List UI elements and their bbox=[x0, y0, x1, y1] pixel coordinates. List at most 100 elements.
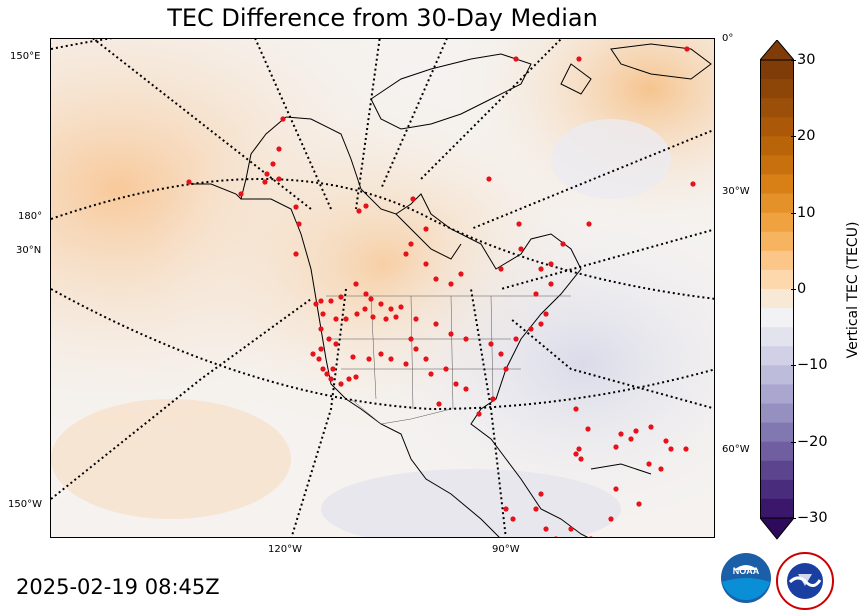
station-marker bbox=[338, 294, 344, 300]
colorbar-tick-label: −20 bbox=[791, 433, 828, 450]
colorbar-bin bbox=[760, 155, 794, 175]
colorbar-bin bbox=[760, 327, 794, 347]
station-marker bbox=[486, 176, 492, 182]
state-line bbox=[370, 295, 377, 400]
station-marker bbox=[586, 221, 592, 227]
station-marker bbox=[573, 451, 579, 457]
station-marker bbox=[296, 221, 302, 227]
station-marker bbox=[413, 346, 419, 352]
label-180: 180° bbox=[18, 211, 43, 222]
colorbar-bin bbox=[760, 98, 794, 118]
state-line bbox=[410, 295, 414, 410]
station-marker bbox=[366, 356, 372, 362]
graticule-meridian bbox=[500, 228, 714, 290]
coastline-alaska-peninsula bbox=[191, 183, 242, 200]
station-marker bbox=[684, 46, 690, 52]
colorbar-bin bbox=[760, 60, 794, 80]
station-marker bbox=[548, 281, 554, 287]
colorbar-tick-label: 30 bbox=[790, 52, 816, 68]
station-marker bbox=[428, 371, 434, 377]
tec-positive-anomaly-pacific bbox=[51, 399, 291, 519]
tec-negative-anomaly-south bbox=[321, 469, 621, 537]
station-marker bbox=[343, 316, 349, 322]
station-marker bbox=[513, 336, 519, 342]
colorbar-label: Vertical TEC (TECU) bbox=[845, 221, 861, 359]
colorbar-bin bbox=[760, 289, 794, 309]
station-marker bbox=[560, 241, 566, 247]
station-marker bbox=[538, 266, 544, 272]
station-marker bbox=[318, 326, 324, 332]
station-marker bbox=[516, 221, 522, 227]
label-90w: 90°W bbox=[492, 544, 520, 555]
station-marker bbox=[280, 116, 286, 122]
graticule-meridian bbox=[420, 39, 563, 180]
station-marker bbox=[448, 281, 454, 287]
station-marker bbox=[270, 161, 276, 167]
station-marker bbox=[423, 261, 429, 267]
colorbar-extend-max bbox=[758, 39, 796, 61]
colorbar-bin bbox=[760, 403, 794, 424]
station-marker bbox=[398, 304, 404, 310]
station-marker bbox=[578, 456, 584, 462]
map-panel[interactable] bbox=[50, 38, 715, 538]
station-marker bbox=[618, 431, 624, 437]
station-marker bbox=[363, 291, 369, 297]
station-marker bbox=[538, 321, 544, 327]
station-marker bbox=[648, 424, 654, 430]
station-marker bbox=[318, 298, 324, 304]
station-marker bbox=[393, 314, 399, 320]
colorbar-bin bbox=[760, 212, 794, 233]
coastline-greenland bbox=[610, 43, 712, 80]
graticule-meridian bbox=[92, 39, 312, 210]
colorbar-bin bbox=[760, 231, 794, 252]
station-marker bbox=[548, 261, 554, 267]
station-marker bbox=[413, 316, 419, 322]
colorbar-bin bbox=[760, 117, 794, 137]
station-marker bbox=[543, 311, 549, 317]
state-line bbox=[450, 295, 454, 410]
station-marker bbox=[538, 491, 544, 497]
station-marker bbox=[476, 411, 482, 417]
station-marker bbox=[350, 354, 356, 360]
station-marker bbox=[238, 191, 244, 197]
station-marker bbox=[324, 371, 330, 377]
station-marker bbox=[463, 386, 469, 392]
station-marker bbox=[318, 346, 324, 352]
station-marker bbox=[362, 306, 368, 312]
colorbar-bin bbox=[760, 422, 794, 443]
station-marker bbox=[433, 276, 439, 282]
station-marker bbox=[313, 301, 319, 307]
coastline-east bbox=[285, 116, 589, 537]
station-marker bbox=[683, 446, 689, 452]
coastline-arctic-islands bbox=[370, 53, 532, 130]
colorbar-tick-label: 20 bbox=[790, 128, 816, 145]
station-marker bbox=[378, 351, 384, 357]
station-marker bbox=[328, 298, 334, 304]
station-marker bbox=[633, 428, 639, 434]
map-canvas bbox=[51, 39, 714, 537]
colorbar-bin bbox=[760, 498, 794, 519]
station-marker bbox=[448, 331, 454, 337]
station-marker bbox=[378, 301, 384, 307]
station-marker bbox=[668, 446, 674, 452]
label-30n: 30°N bbox=[16, 245, 42, 256]
station-marker bbox=[503, 366, 509, 372]
graticule-meridian bbox=[470, 128, 714, 230]
station-marker bbox=[186, 179, 192, 185]
station-marker bbox=[356, 208, 362, 214]
station-marker bbox=[543, 526, 549, 532]
station-marker bbox=[320, 311, 326, 317]
border-us-mexico bbox=[350, 398, 452, 425]
station-marker bbox=[388, 306, 394, 312]
coastline-cuba bbox=[590, 463, 652, 475]
colorbar-extend-min bbox=[758, 517, 796, 540]
state-line bbox=[490, 295, 494, 400]
colorbar-bin bbox=[760, 79, 794, 99]
station-marker bbox=[503, 506, 509, 512]
colorbar-tick-label: −10 bbox=[791, 357, 828, 374]
station-marker bbox=[453, 381, 459, 387]
station-marker bbox=[646, 461, 652, 467]
label-150e: 150°E bbox=[10, 51, 41, 62]
station-marker bbox=[423, 356, 429, 362]
station-marker bbox=[613, 444, 619, 450]
